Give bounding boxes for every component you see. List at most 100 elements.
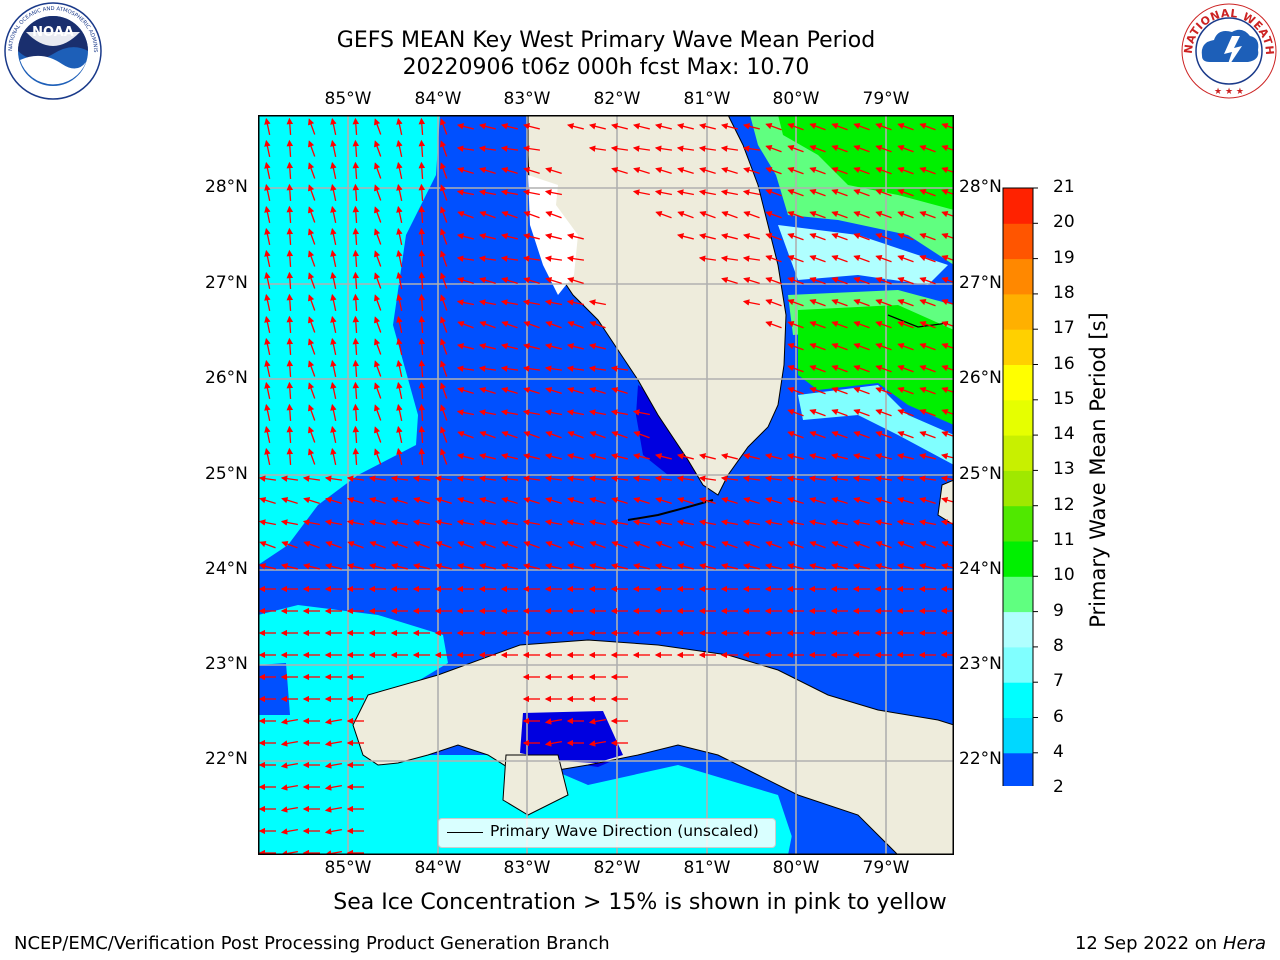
wave-direction-arrow [478, 475, 497, 482]
wave-direction-arrow [809, 540, 826, 549]
wave-direction-arrow [676, 453, 694, 460]
colorbar-tick-label: 9 [1053, 600, 1064, 621]
wave-direction-arrow [677, 210, 694, 219]
wave-direction-arrow [588, 475, 607, 482]
wave-direction-arrow [418, 381, 426, 400]
wave-direction-arrow [941, 364, 954, 372]
wave-direction-arrow [264, 117, 271, 135]
wave-direction-arrow [831, 540, 848, 549]
footer-branch: NCEP/EMC/Verification Post Processing Pr… [14, 933, 610, 954]
wave-direction-arrow [940, 519, 954, 526]
wave-direction-arrow [396, 359, 403, 377]
wave-direction-arrow [897, 497, 914, 504]
wave-direction-arrow [809, 364, 826, 373]
wave-direction-arrow [720, 519, 738, 526]
wave-direction-arrow [566, 233, 584, 240]
wave-direction-arrow [396, 425, 403, 443]
wave-direction-arrow [941, 188, 954, 196]
colorbar-segment [1003, 611, 1033, 648]
wave-direction-arrow [875, 364, 892, 373]
colorbar-tick-label: 20 [1053, 212, 1075, 233]
wave-direction-arrow [307, 272, 316, 289]
wave-direction-arrow [330, 359, 337, 377]
wave-direction-arrow [439, 206, 448, 223]
wave-direction-arrow [588, 409, 606, 416]
wave-direction-arrow [456, 519, 474, 526]
wave-direction-arrow [373, 316, 382, 333]
wave-direction-arrow [352, 293, 360, 312]
map-subtitle: 20220906 t06z 000h fcst Max: 10.70 [402, 55, 810, 80]
wave-direction-arrow [368, 519, 386, 526]
wave-direction-arrow [456, 409, 474, 416]
wave-direction-arrow [830, 519, 848, 526]
wave-direction-arrow [418, 293, 426, 312]
wave-direction-arrow [523, 167, 540, 174]
wave-direction-arrow [787, 210, 804, 219]
wave-direction-arrow [280, 475, 299, 482]
wave-direction-arrow [545, 210, 562, 219]
wave-direction-arrow [852, 563, 870, 570]
wave-direction-arrow [500, 343, 518, 350]
wave-direction-arrow [522, 409, 540, 416]
wave-direction-arrow [264, 205, 271, 223]
wave-direction-arrow [258, 563, 276, 570]
gridlines [258, 115, 954, 855]
wave-direction-arrow [522, 123, 540, 130]
wave-direction-arrow [853, 540, 870, 549]
wave-direction-arrow [478, 409, 496, 416]
wave-direction-arrow [875, 497, 892, 504]
wave-direction-arrow [919, 408, 936, 417]
colorbar-segment [1003, 399, 1033, 436]
wave-direction-arrow [853, 210, 870, 219]
wave-direction-arrow [286, 447, 294, 466]
wave-direction-arrow [396, 293, 403, 311]
colorbar-segment [1003, 470, 1033, 507]
wave-direction-arrow [588, 718, 606, 725]
wave-direction-arrow [698, 519, 716, 526]
wave-direction-arrow [352, 139, 360, 158]
wave-direction-arrow [786, 453, 804, 460]
colorbar-segment [1003, 223, 1033, 260]
colorbar-tick-label: 14 [1053, 424, 1075, 445]
wave-direction-arrow [435, 497, 452, 504]
wave-direction-arrow [280, 828, 298, 835]
wave-direction-arrow [632, 475, 651, 482]
wave-direction-arrow [258, 519, 276, 526]
wave-direction-arrow [610, 409, 628, 416]
wave-direction-arrow [919, 430, 936, 439]
wave-direction-arrow [307, 448, 316, 465]
wave-direction-arrow [875, 232, 892, 241]
wave-direction-arrow [897, 298, 914, 307]
wave-direction-arrow [286, 271, 294, 290]
wave-direction-arrow [764, 563, 782, 570]
wave-direction-arrow [588, 519, 606, 526]
wave-direction-arrow [721, 540, 738, 549]
colorbar-tick-label: 16 [1053, 353, 1075, 374]
wave-direction-arrow [809, 232, 826, 241]
wave-direction-arrow [787, 188, 804, 197]
wave-direction-arrow [307, 404, 316, 421]
wave-direction-arrow [809, 188, 826, 197]
colorbar-segment [1003, 541, 1033, 577]
wave-direction-arrow [500, 123, 518, 130]
wave-direction-arrow [809, 276, 826, 285]
wave-direction-arrow [418, 205, 426, 224]
wave-direction-arrow [919, 166, 936, 175]
wave-direction-arrow [501, 387, 518, 394]
wave-direction-arrow [765, 188, 782, 197]
wave-direction-arrow [720, 233, 738, 240]
wave-direction-arrow [439, 162, 448, 179]
wave-direction-arrow [456, 123, 474, 130]
wave-direction-arrow [632, 409, 650, 416]
wave-direction-arrow [919, 298, 936, 307]
wave-direction-arrow [632, 453, 650, 460]
wave-direction-arrow [830, 563, 848, 570]
wave-direction-arrow [897, 232, 914, 241]
wave-direction-arrow [281, 497, 298, 504]
wave-direction-arrow [396, 227, 403, 245]
wave-direction-arrow [325, 497, 342, 504]
wave-direction-arrow [346, 475, 365, 482]
wave-direction-arrow [347, 497, 364, 504]
wave-direction-arrow [478, 255, 497, 262]
wave-direction-arrow [566, 453, 584, 460]
